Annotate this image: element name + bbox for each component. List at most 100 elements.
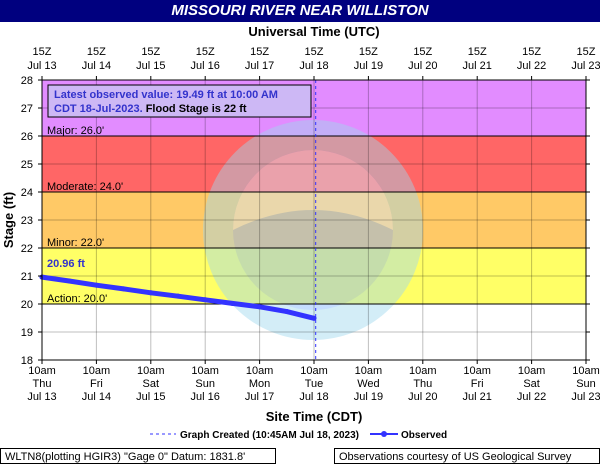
x-tick-label-date: Jul 22 (517, 391, 546, 403)
x-tick-label-date: Jul 14 (82, 391, 111, 403)
x-tick-label-day: Wed (357, 378, 379, 390)
flood-label-minor: Minor: 22.0' (47, 237, 104, 249)
observed-point (311, 315, 317, 321)
latest-value-date: CDT 18-Jul-2023. (54, 103, 146, 115)
first-value-label: 20.96 ft (47, 258, 85, 270)
x-tick-label-time: 10am (246, 365, 274, 377)
flood-label-moderate: Moderate: 24.0' (47, 181, 123, 193)
x-tick-label-time: 10am (463, 365, 491, 377)
top-tick-label-date: Jul 19 (354, 60, 383, 72)
top-tick-label-time: 15Z (141, 46, 160, 58)
top-tick-label-time: 15Z (359, 46, 378, 58)
top-tick-label-time: 15Z (522, 46, 541, 58)
x-tick-label-date: Jul 19 (354, 391, 383, 403)
observed-point (175, 293, 181, 299)
x-tick-label-day: Sat (523, 378, 540, 390)
chart-legend: Graph Created (10:45AM Jul 18, 2023) Obse… (150, 430, 447, 441)
top-tick-label-time: 15Z (413, 46, 432, 58)
flood-stage-note: Flood Stage is 22 ft (146, 103, 247, 115)
observed-series (39, 274, 317, 321)
gage-datum-note: WLTN8(plotting HGIR3) "Gage 0" Datum: 18… (0, 448, 276, 464)
x-tick-label-time: 10am (355, 365, 383, 377)
x-tick-label-time: 10am (518, 365, 546, 377)
top-tick-label-date: Jul 20 (408, 60, 437, 72)
x-tick-label-date: Jul 13 (27, 391, 56, 403)
x-tick-label-day: Sat (143, 378, 160, 390)
x-tick-label-time: 10am (409, 365, 437, 377)
x-tick-label-day: Fri (471, 378, 484, 390)
x-tick-label-time: 10am (83, 365, 111, 377)
watermark-outer-ring (203, 120, 423, 340)
x-tick-label-day: Tue (305, 378, 324, 390)
flood-band-action (42, 248, 586, 304)
x-tick-label-day: Mon (249, 378, 270, 390)
observed-point (202, 297, 208, 303)
x-tick-label-date: Jul 21 (463, 391, 492, 403)
observed-point (148, 290, 154, 296)
top-tick-label-time: 15Z (33, 46, 52, 58)
legend-observed-marker (381, 431, 387, 437)
top-tick-label-time: 15Z (250, 46, 269, 58)
observed-point (121, 286, 127, 292)
y-tick-label: 22 (21, 243, 33, 255)
grid-lines (42, 80, 586, 360)
x-axis-title: Site Time (CDT) (266, 409, 363, 424)
x-tick-label-day: Thu (413, 378, 432, 390)
x-tick-label-time: 10am (572, 365, 600, 377)
x-tick-label-date: Jul 15 (136, 391, 165, 403)
top-tick-label-time: 15Z (305, 46, 324, 58)
observed-point (93, 282, 99, 288)
top-tick-label-date: Jul 13 (27, 60, 56, 72)
x-tick-label-date: Jul 17 (245, 391, 274, 403)
top-tick-label-date: Jul 16 (191, 60, 220, 72)
top-tick-label-time: 15Z (468, 46, 487, 58)
latest-value-box (47, 84, 312, 118)
x-tick-label-date: Jul 20 (408, 391, 437, 403)
top-tick-label-date: Jul 21 (463, 60, 492, 72)
flood-band-moderate (42, 136, 586, 192)
flood-category-bands (42, 80, 586, 360)
observations-credit: Observations courtesy of US Geological S… (334, 448, 600, 464)
y-tick-label: 20 (21, 299, 33, 311)
x-tick-label-time: 10am (28, 365, 56, 377)
x-tick-label-day: Sun (195, 378, 215, 390)
flood-band-minor (42, 192, 586, 248)
top-tick-label-date: Jul 23 (571, 60, 600, 72)
flood-label-major: Major: 26.0' (47, 125, 104, 137)
y-tick-label: 19 (21, 327, 33, 339)
y-tick-label: 18 (21, 355, 33, 367)
y-tick-label: 23 (21, 215, 33, 227)
x-tick-label-time: 10am (137, 365, 165, 377)
flood-label-action: Action: 20.0' (47, 293, 107, 305)
y-axis-title: Stage (ft) (1, 192, 16, 248)
observed-point (284, 309, 290, 315)
flood-category-labels: Action: 20.0' Minor: 22.0' Moderate: 24.0'… (47, 125, 123, 305)
watermark-inner-disc (233, 150, 393, 310)
observed-point (257, 304, 263, 310)
top-tick-label-date: Jul 14 (82, 60, 111, 72)
x-tick-label-date: Jul 16 (191, 391, 220, 403)
watermark-gull-shape (233, 150, 393, 230)
top-tick-label-date: Jul 18 (299, 60, 328, 72)
latest-value-line2: CDT 18-Jul-2023. Flood Stage is 22 ft (54, 103, 247, 115)
hydrograph-chart: Action: 20.0' Minor: 22.0' Moderate: 24.0'… (1, 24, 600, 441)
x-tick-label-time: 10am (191, 365, 219, 377)
top-tick-label-date: Jul 22 (517, 60, 546, 72)
latest-value-line1: Latest observed value: 19.49 ft at 10:00… (54, 89, 278, 101)
y-tick-label: 26 (21, 131, 33, 143)
y-tick-label: 21 (21, 271, 33, 283)
y-tick-label: 24 (21, 187, 33, 199)
x-tick-label-time: 10am (300, 365, 328, 377)
top-tick-label-time: 15Z (196, 46, 215, 58)
top-tick-label-date: Jul 17 (245, 60, 274, 72)
x-tick-label-day: Sun (576, 378, 596, 390)
x-tick-label-day: Thu (33, 378, 52, 390)
noaa-watermark (203, 120, 423, 340)
x-tick-label-date: Jul 18 (299, 391, 328, 403)
y-tick-label: 25 (21, 159, 33, 171)
top-tick-label-date: Jul 15 (136, 60, 165, 72)
x-tick-label-date: Jul 23 (571, 391, 600, 403)
legend-created-label: Graph Created (10:45AM Jul 18, 2023) (180, 430, 359, 441)
top-axis-title: Universal Time (UTC) (248, 24, 379, 39)
